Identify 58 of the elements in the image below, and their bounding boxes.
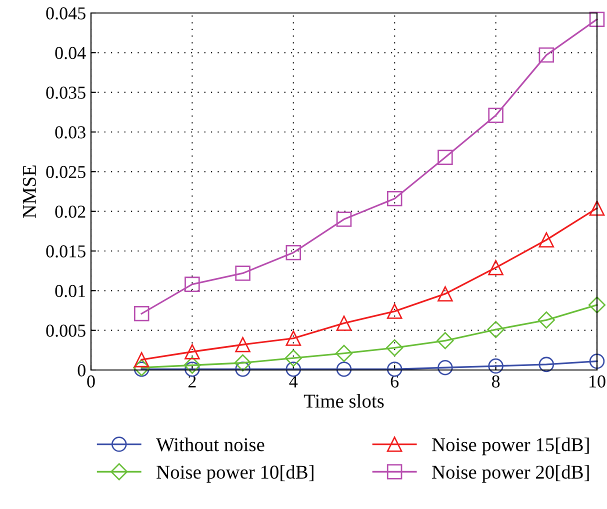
point — [235, 362, 250, 377]
y-tick-label: 0.02 — [55, 206, 86, 218]
y-tick-label: 0.04 — [55, 46, 86, 60]
y-tick-label: 0.015 — [46, 245, 86, 258]
point — [284, 350, 302, 367]
x-tick-label: 8 — [492, 375, 500, 388]
point — [286, 244, 302, 260]
y-tick-label: 0.005 — [46, 324, 86, 337]
point — [386, 304, 402, 319]
point — [134, 352, 150, 368]
x-tick-label: 4 — [289, 376, 298, 388]
y-axis-title: NMSE — [22, 165, 36, 218]
point — [335, 344, 353, 362]
point — [386, 339, 404, 356]
x-tick-label: 0 — [87, 375, 95, 388]
point — [134, 306, 150, 322]
point — [184, 276, 200, 292]
point — [234, 354, 252, 372]
point — [488, 260, 504, 276]
point — [184, 356, 201, 374]
y-tick-label: 0 — [78, 364, 86, 376]
y-tick-label: 0.03 — [55, 126, 86, 139]
point — [487, 320, 504, 338]
y-tick-label: 0.045 — [46, 7, 86, 20]
point — [336, 316, 352, 331]
point — [588, 296, 606, 314]
legend-label: Noise power 10[dB] — [156, 465, 314, 483]
point — [336, 362, 352, 377]
point — [538, 232, 554, 248]
point — [488, 358, 504, 374]
point — [286, 330, 302, 346]
point — [438, 286, 453, 302]
x-axis-title: Time slots — [304, 394, 384, 408]
point — [336, 212, 352, 227]
y-tick-label: 0.035 — [46, 86, 86, 99]
point — [235, 336, 250, 352]
y-tick-label: 0.01 — [55, 284, 86, 298]
point — [488, 108, 504, 123]
point — [286, 362, 302, 377]
point — [438, 150, 453, 166]
point — [438, 360, 453, 376]
point — [386, 191, 402, 206]
point — [589, 200, 605, 216]
x-tick-label: 10 — [590, 375, 606, 388]
point — [235, 266, 250, 281]
point — [184, 362, 200, 377]
legend-label: Noise power 15[dB] — [432, 438, 589, 456]
point — [538, 311, 555, 329]
y-tick-label: 0.025 — [46, 166, 86, 178]
point — [538, 47, 554, 63]
point — [538, 356, 554, 372]
point — [436, 332, 454, 350]
point — [184, 344, 200, 360]
legend-label: Without noise — [156, 438, 264, 452]
point — [589, 354, 605, 369]
point — [386, 362, 402, 377]
legend-label: Noise power 20[dB] — [432, 465, 589, 483]
point — [589, 12, 605, 27]
